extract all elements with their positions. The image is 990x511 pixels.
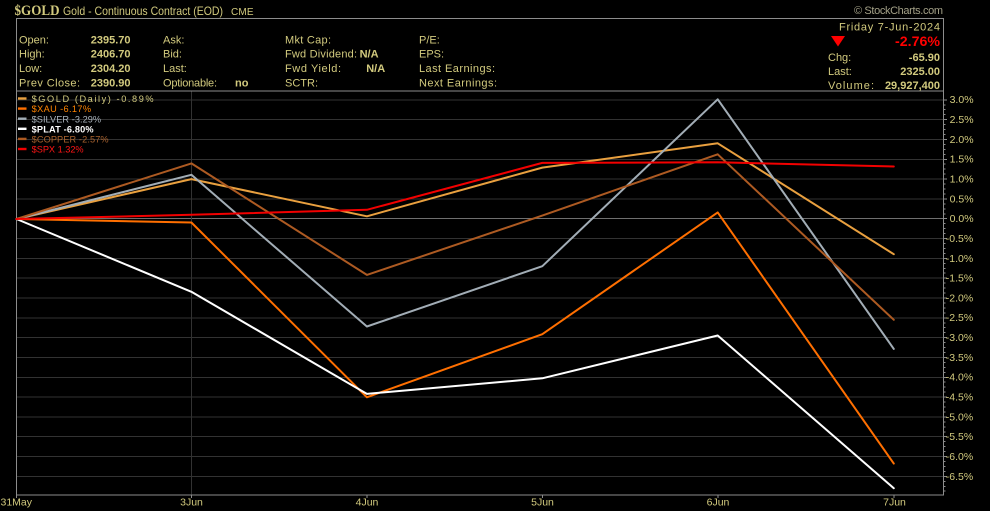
svg-text:N/A: N/A — [366, 63, 385, 75]
svg-text:2304.20: 2304.20 — [91, 63, 131, 75]
svg-text:Bid:: Bid: — [163, 49, 182, 61]
svg-text:-65.90: -65.90 — [909, 52, 940, 64]
svg-text:-2.0%: -2.0% — [946, 292, 973, 304]
svg-text:High:: High: — [19, 49, 45, 61]
svg-text:Next Earnings:: Next Earnings: — [419, 77, 497, 89]
svg-text:-2.76%: -2.76% — [895, 34, 940, 50]
svg-text:Friday 7-Jun-2024: Friday 7-Jun-2024 — [839, 22, 940, 34]
svg-text:Fwd Yield:: Fwd Yield: — [285, 63, 341, 75]
svg-text:-6.0%: -6.0% — [946, 451, 973, 463]
svg-text:Prev Close:: Prev Close: — [19, 77, 80, 89]
svg-text:$PLAT -6.80%: $PLAT -6.80% — [32, 124, 94, 134]
svg-text:EPS:: EPS: — [419, 49, 444, 61]
svg-text:-6.5%: -6.5% — [946, 471, 973, 483]
svg-text:Volume:: Volume: — [828, 80, 874, 92]
svg-text:Chg:: Chg: — [828, 52, 851, 64]
svg-text:4Jun: 4Jun — [356, 497, 379, 509]
svg-text:SCTR:: SCTR: — [285, 77, 318, 89]
svg-text:-4.0%: -4.0% — [946, 372, 973, 384]
svg-text:$GOLD: $GOLD — [15, 3, 60, 19]
svg-text:Optionable:: Optionable: — [163, 77, 217, 89]
svg-text:3Jun: 3Jun — [180, 497, 203, 509]
svg-text:Open:: Open: — [19, 34, 49, 46]
svg-text:1.0%: 1.0% — [950, 174, 974, 186]
svg-text:1.5%: 1.5% — [950, 154, 974, 166]
svg-text:3.0%: 3.0% — [950, 94, 974, 106]
svg-text:2325.00: 2325.00 — [900, 66, 940, 78]
svg-text:2395.70: 2395.70 — [91, 34, 131, 46]
svg-text:-0.5%: -0.5% — [946, 233, 973, 245]
svg-text:P/E:: P/E: — [419, 34, 440, 46]
svg-text:29,927,400: 29,927,400 — [885, 80, 940, 92]
svg-text:-3.0%: -3.0% — [946, 332, 973, 344]
svg-text:© StockCharts.com: © StockCharts.com — [854, 5, 943, 17]
svg-text:2390.90: 2390.90 — [91, 77, 131, 89]
svg-text:Last:: Last: — [163, 63, 187, 75]
svg-text:-4.5%: -4.5% — [946, 392, 973, 404]
svg-text:Last:: Last: — [828, 66, 852, 78]
svg-text:-5.5%: -5.5% — [946, 431, 973, 443]
svg-text:-5.0%: -5.0% — [946, 411, 973, 423]
svg-text:2.0%: 2.0% — [950, 134, 974, 146]
svg-text:Fwd Dividend:: Fwd Dividend: — [285, 49, 357, 61]
svg-text:N/A: N/A — [360, 49, 379, 61]
svg-text:7Jun: 7Jun — [883, 497, 906, 509]
svg-text:$XAU -6.17%: $XAU -6.17% — [32, 104, 92, 114]
svg-text:Mkt Cap:: Mkt Cap: — [285, 34, 331, 46]
svg-text:Last Earnings:: Last Earnings: — [419, 63, 495, 75]
svg-text:-2.5%: -2.5% — [946, 312, 973, 324]
svg-text:5Jun: 5Jun — [531, 497, 554, 509]
svg-text:Low:: Low: — [19, 63, 42, 75]
svg-text:31May: 31May — [1, 497, 33, 509]
svg-text:Ask:: Ask: — [163, 34, 184, 46]
svg-text:-3.5%: -3.5% — [946, 352, 973, 364]
svg-text:no: no — [235, 77, 249, 89]
svg-text:2.5%: 2.5% — [950, 114, 974, 126]
svg-text:$COPPER -2.57%: $COPPER -2.57% — [32, 135, 109, 145]
svg-text:-1.0%: -1.0% — [946, 253, 973, 265]
svg-text:-1.5%: -1.5% — [946, 273, 973, 285]
svg-text:$GOLD (Daily) -0.89%: $GOLD (Daily) -0.89% — [32, 94, 154, 104]
svg-text:$SPX 1.32%: $SPX 1.32% — [32, 145, 84, 155]
svg-text:$SILVER -3.29%: $SILVER -3.29% — [32, 114, 102, 124]
svg-text:0.5%: 0.5% — [950, 193, 974, 205]
svg-text:6Jun: 6Jun — [707, 497, 730, 509]
svg-text:0.0%: 0.0% — [950, 213, 974, 225]
svg-text:2406.70: 2406.70 — [91, 49, 131, 61]
svg-text:Gold - Continuous Contract (EO: Gold - Continuous Contract (EOD) — [63, 4, 223, 18]
svg-text:CME: CME — [231, 7, 254, 18]
